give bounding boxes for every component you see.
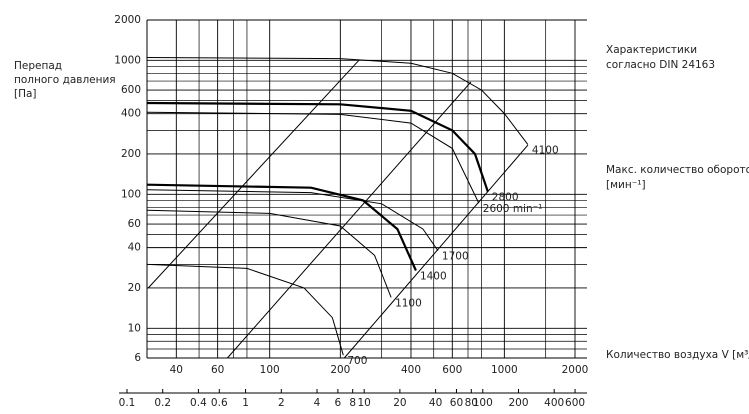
x-tick-label: 2000 [562, 364, 589, 376]
x-tick-label: 60 [211, 364, 224, 376]
curve [146, 57, 529, 145]
y-tick-label: 60 [128, 218, 141, 230]
curve [343, 144, 529, 359]
y-tick-label: 2000 [114, 14, 141, 26]
x-tick-label: 100 [260, 364, 280, 376]
curve [147, 59, 360, 289]
curve [146, 111, 480, 204]
x2-tick-label: 0.4 [190, 397, 207, 409]
x2-tick-label: 80 [465, 397, 478, 409]
x2-tick-label: 100 [473, 397, 493, 409]
curve [146, 263, 344, 356]
x2-tick-label: 8 [349, 397, 356, 409]
curve-label: 4100 [532, 145, 559, 157]
x-tick-label: 200 [330, 364, 350, 376]
x-tick-label: 400 [401, 364, 421, 376]
curve [146, 209, 392, 298]
y-tick-label: 20 [128, 282, 141, 294]
y-tick-label: 200 [121, 148, 141, 160]
x-tick-label: 600 [442, 364, 462, 376]
x2-tick-label: 20 [393, 397, 406, 409]
x2-tick-label: 4 [314, 397, 321, 409]
curve [146, 101, 489, 192]
curve [146, 189, 439, 251]
x2-tick-label: 0.6 [211, 397, 228, 409]
curve-label: 2800 [492, 191, 519, 203]
y-tick-label: 600 [121, 84, 141, 96]
y-tick-label: 100 [121, 188, 141, 200]
y-tick-label: 400 [121, 108, 141, 120]
curve-label: 2600 min⁻¹ [483, 203, 543, 215]
x2-tick-label: 10 [357, 397, 370, 409]
y-axis-label: Перепад [14, 60, 62, 72]
curve-label: 1400 [420, 270, 447, 282]
x-tick-label: 1000 [491, 364, 518, 376]
x2-tick-label: 0.2 [154, 397, 171, 409]
curve-label: 1100 [395, 297, 422, 309]
x-axis-label: Количество воздуха V [м³/ч] [606, 349, 749, 361]
y-tick-label: 1000 [114, 54, 141, 66]
note: согласно DIN 24163 [606, 59, 715, 71]
x2-tick-label: 200 [508, 397, 528, 409]
x2-tick-label: 40 [429, 397, 442, 409]
curve-label: 700 [347, 355, 367, 367]
y-axis-label: полного давления [14, 74, 116, 86]
x2-tick-label: 6 [335, 397, 342, 409]
note: Макс. количество оборотов [606, 164, 749, 176]
x-tick-label: 40 [170, 364, 183, 376]
x2-tick-label: 600 [565, 397, 585, 409]
x2-tick-label: 400 [544, 397, 564, 409]
note: [мин⁻¹] [606, 179, 646, 191]
y-axis-label: [Па] [14, 88, 37, 100]
curve-label: 1700 [442, 251, 469, 263]
note: Характеристики [606, 44, 697, 56]
x2-tick-label: 1 [242, 397, 249, 409]
y-tick-label: 10 [128, 322, 141, 334]
curve [146, 183, 417, 271]
y-tick-label: 6 [134, 352, 141, 364]
curve [227, 81, 472, 359]
x2-tick-label: 0.1 [119, 397, 136, 409]
x2-tick-label: 2 [278, 397, 285, 409]
x2-tick-label: 60 [450, 397, 463, 409]
y-tick-label: 40 [128, 242, 141, 254]
